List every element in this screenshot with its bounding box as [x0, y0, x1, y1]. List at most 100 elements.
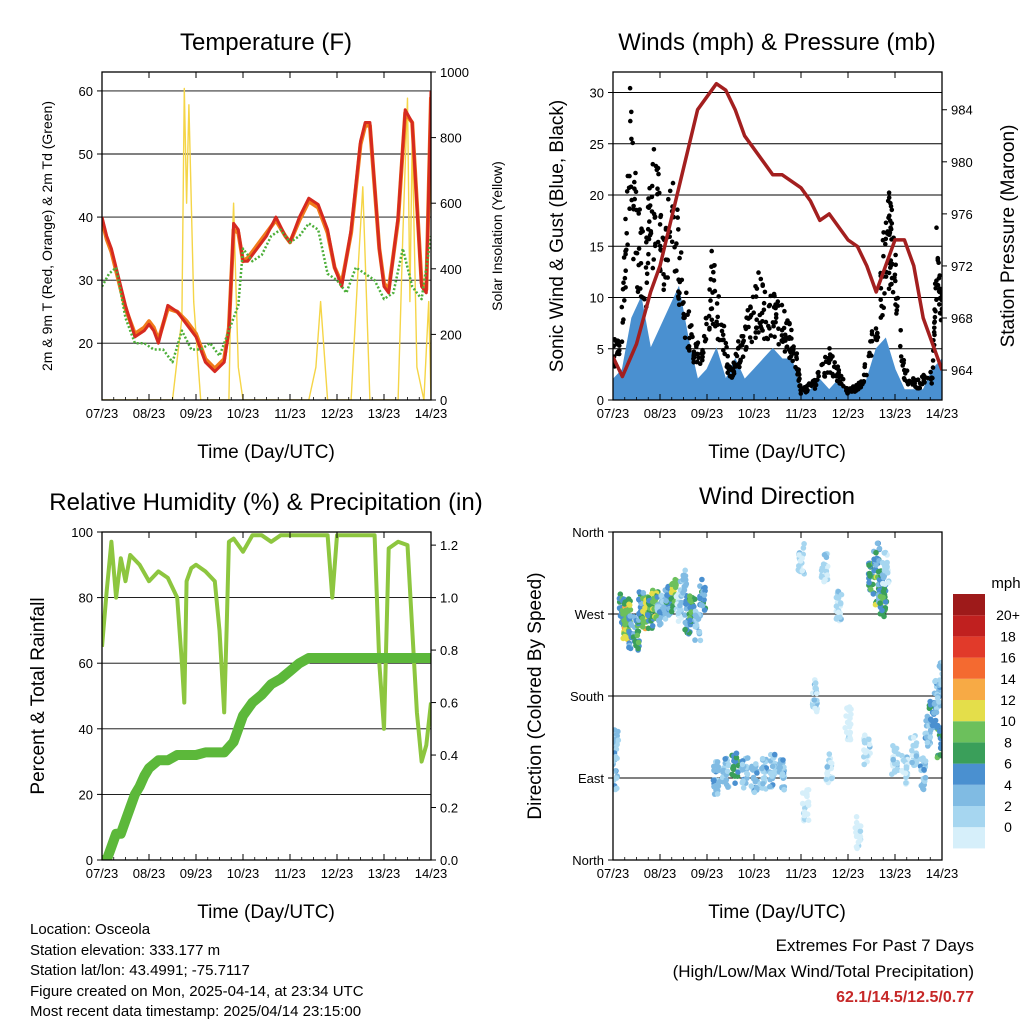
direction-point [875, 568, 882, 575]
temperature-y2-tick-label: 0 [440, 393, 447, 408]
gust-point [854, 388, 859, 393]
direction-point [940, 690, 942, 697]
direction-point [661, 603, 667, 610]
gust-point [650, 265, 656, 271]
gust-point [754, 286, 760, 291]
gust-point [623, 216, 628, 222]
direction-point [627, 613, 633, 619]
gust-point [675, 207, 680, 212]
colorbar-swatch [953, 615, 985, 637]
gust-point [644, 239, 649, 245]
gust-point [709, 317, 715, 323]
gust-point [831, 364, 837, 370]
direction-point [881, 567, 888, 574]
direction-x-tick-label: 07/23 [597, 866, 630, 881]
gust-point [789, 336, 794, 341]
gust-point [928, 369, 933, 375]
gust-point [734, 353, 740, 359]
gust-point [796, 378, 801, 384]
colorbar-swatch [953, 678, 985, 700]
gust-point [882, 291, 887, 296]
direction-point [613, 786, 619, 793]
gust-point [736, 339, 741, 344]
colorbar-swatch [953, 742, 985, 764]
station-latlon: Station lat/lon: 43.4991; -75.7117 [30, 962, 250, 979]
gust-point [686, 344, 692, 349]
direction-point [723, 777, 730, 783]
direction-point [692, 612, 699, 619]
colorbar-label: 20+ [996, 607, 1020, 623]
direction-point [699, 602, 706, 609]
gust-point [738, 358, 743, 364]
gust-point [729, 375, 735, 380]
direction-point [902, 770, 909, 777]
direction-point [739, 779, 746, 786]
gust-point [651, 257, 656, 262]
direction-point [759, 755, 766, 762]
gust-point [700, 358, 705, 363]
gust-point [789, 327, 794, 333]
gust-point [622, 275, 628, 281]
gust-point [776, 342, 781, 347]
direction-point [881, 613, 887, 620]
direction-x-ticks: 07/23 08/23 09/23 10/23 11/23 12/23 13/23 14/23 [597, 532, 958, 881]
gust-point [875, 334, 881, 340]
temperature-y-tick-label: 50 [79, 147, 93, 162]
winds-y-tick-label: 15 [590, 239, 604, 254]
direction-point [744, 755, 751, 761]
gust-point [827, 346, 832, 351]
colorbar-label: 2 [1004, 798, 1012, 814]
direction-point [739, 767, 746, 773]
colorbar-swatch [953, 721, 985, 743]
direction-point [634, 632, 641, 639]
gust-point [889, 275, 895, 281]
gust-point [694, 341, 700, 347]
humidity-y-tick-label: 20 [79, 787, 93, 802]
gust-point [889, 207, 895, 213]
gust-point [816, 373, 821, 379]
direction-point [837, 614, 843, 620]
direction-point [847, 735, 853, 741]
winds-x-tick-label: 10/23 [738, 406, 771, 421]
gust-point [898, 354, 904, 359]
direction-point [824, 764, 830, 770]
gust-point [687, 348, 692, 353]
direction-point [826, 751, 833, 757]
gust-point [841, 383, 846, 389]
extremes-title: Extremes For Past 7 Days [775, 936, 974, 955]
direction-point [824, 771, 831, 778]
gust-point [873, 326, 879, 331]
direction-point [714, 759, 721, 765]
colorbar-label: 14 [1000, 671, 1016, 687]
gust-point [649, 194, 655, 200]
winds-y-tick-label: 30 [590, 86, 604, 101]
gust-point [638, 286, 643, 291]
direction-point [871, 556, 877, 563]
gust-point [716, 294, 721, 299]
gust-point [911, 376, 916, 381]
gust-point [677, 290, 682, 296]
extremes-subtitle: (High/Low/Max Wind/Total Precipitation) [672, 962, 974, 981]
winds-title: Winds (mph) & Pressure (mb) [618, 29, 935, 56]
direction-point [845, 718, 852, 725]
direction-point [923, 717, 929, 724]
temperature-y-tick-label: 60 [79, 84, 93, 99]
direction-point [682, 567, 688, 574]
gust-point [676, 302, 682, 308]
direction-point [680, 590, 686, 596]
direction-point [880, 594, 886, 601]
winds-x-tick-label: 07/23 [597, 406, 630, 421]
direction-point [846, 724, 853, 730]
direction-point [853, 819, 860, 826]
gust-point [651, 147, 657, 152]
gust-point [633, 170, 638, 176]
gust-point [768, 333, 774, 338]
winds-y-tick-label: 5 [597, 342, 604, 357]
direction-point [853, 844, 860, 850]
gust-point [638, 230, 643, 236]
direction-point [675, 610, 682, 617]
gust-point [934, 225, 939, 230]
humidity-y2-tick-label: 0.2 [440, 801, 458, 816]
direction-point [936, 699, 942, 705]
gust-point [790, 358, 795, 364]
